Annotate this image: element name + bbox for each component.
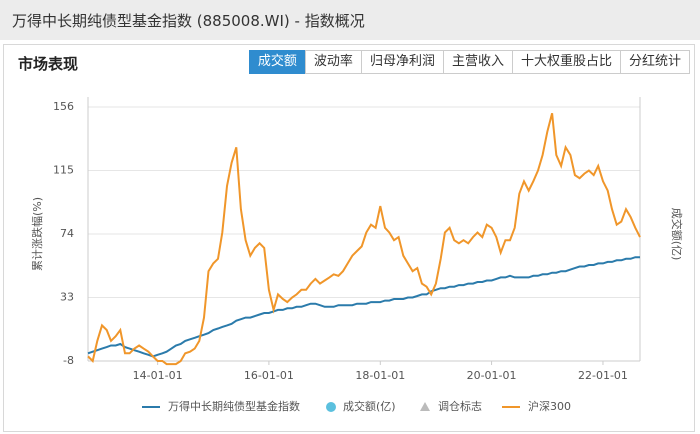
title-bar: 万得中长期纯债型基金指数 (885008.WI) - 指数概况 — [0, 0, 700, 40]
tab[interactable]: 主营收入 — [442, 50, 513, 74]
tab[interactable]: 归母净利润 — [360, 50, 444, 74]
tab[interactable]: 成交额 — [248, 50, 306, 74]
tabs: 成交额 波动率 归母净利润 主营收入 十大权重股占比 分红统计 — [248, 50, 690, 74]
x-tick-label: 20-01-01 — [467, 369, 517, 382]
legend-label: 沪深300 — [528, 399, 571, 413]
section-title: 市场表现 — [18, 55, 79, 73]
y-tick-label: 74 — [60, 227, 74, 240]
y-tick-label: 115 — [53, 164, 74, 177]
x-tick-label: 14-01-01 — [133, 369, 183, 382]
y-tick-label: 156 — [53, 100, 74, 113]
legend-label: 调仓标志 — [438, 399, 482, 413]
x-tick-label: 22-01-01 — [578, 369, 628, 382]
legend-label: 成交额(亿) — [343, 399, 396, 413]
x-tick-label: 16-01-01 — [244, 369, 294, 382]
y-tick-label: 33 — [60, 291, 74, 304]
legend-swatch — [420, 402, 430, 411]
legend-label: 万得中长期纯债型基金指数 — [168, 399, 300, 413]
tab[interactable]: 十大权重股占比 — [511, 50, 621, 74]
x-tick-label: 18-01-01 — [355, 369, 405, 382]
page-title: 万得中长期纯债型基金指数 (885008.WI) - 指数概况 — [12, 12, 365, 30]
series-line — [87, 112, 641, 366]
tab[interactable]: 分红统计 — [619, 50, 690, 74]
y-axis-label: 累计涨跌幅(%) — [30, 197, 44, 271]
series-line — [87, 256, 640, 358]
y-tick-label: -8 — [63, 354, 74, 367]
legend-swatch — [326, 402, 336, 412]
y2-axis-label: 成交额(亿) — [670, 208, 684, 261]
panel: 市场表现 成交额 波动率 归母净利润 主营收入 十大权重股占比 分红统计 — [3, 44, 695, 432]
